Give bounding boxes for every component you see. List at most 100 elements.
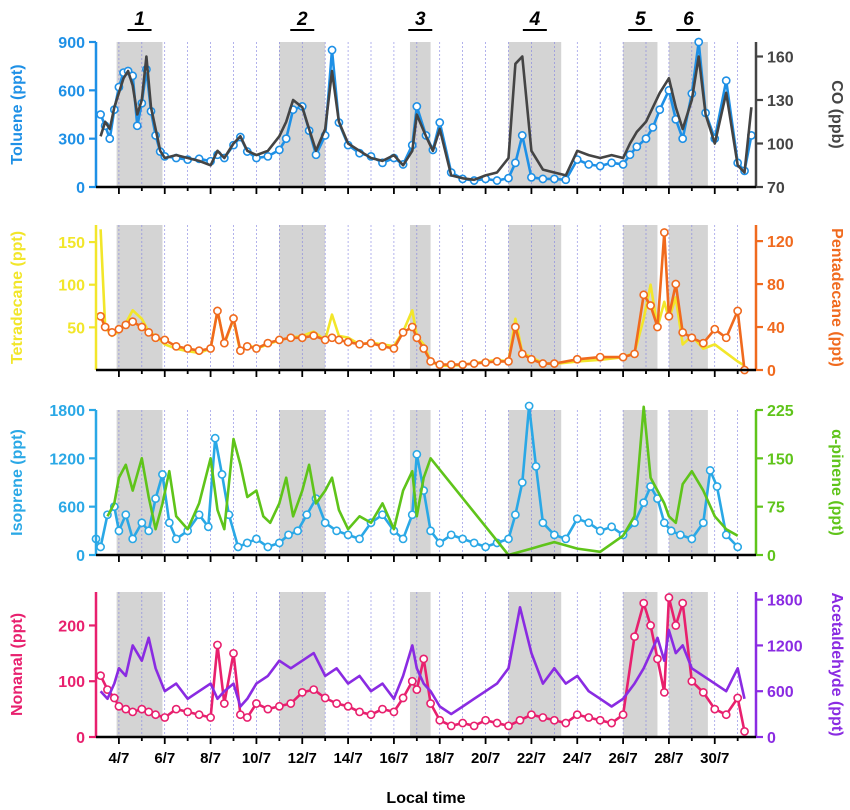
data-point (219, 699, 229, 708)
data-point (171, 704, 181, 714)
data-point (210, 433, 220, 443)
data-point (538, 359, 548, 368)
episode-label: 1 (134, 9, 145, 30)
data-point (549, 174, 559, 184)
data-point (302, 510, 312, 520)
data-point (284, 530, 293, 540)
left-tick-label: 200 (58, 618, 85, 635)
data-point (504, 173, 513, 183)
right-tick-label: 130 (767, 93, 794, 110)
left-tick-label: 1800 (49, 403, 85, 420)
data-point (675, 530, 685, 540)
data-point (183, 344, 193, 353)
data-point (678, 598, 688, 608)
right-tick-label: 100 (767, 137, 794, 154)
data-point (687, 534, 697, 544)
data-point (274, 145, 284, 155)
data-point (469, 721, 479, 731)
data-point (510, 158, 520, 168)
data-point (297, 687, 307, 697)
data-point (492, 176, 502, 185)
data-point (151, 710, 160, 720)
data-point (114, 526, 124, 536)
data-point (584, 160, 594, 169)
left-tick-label: 100 (58, 674, 85, 691)
x-tick-label: 10/7 (242, 750, 271, 767)
data-point (584, 518, 594, 528)
data-point (572, 354, 582, 364)
right-tick-label: 0 (767, 548, 776, 565)
data-point (343, 530, 353, 540)
left-tick-label: 150 (58, 235, 85, 252)
data-point (666, 526, 676, 536)
data-point (252, 699, 261, 708)
data-point (687, 333, 697, 343)
data-point (332, 526, 342, 536)
data-point (549, 715, 559, 725)
left-tick-label: 50 (67, 320, 85, 337)
data-point (327, 45, 337, 55)
left-axis-label: Isoprene (ppt) (9, 429, 26, 536)
right-axis-label: Pentadecane (ppt) (828, 228, 845, 367)
data-point (481, 358, 490, 367)
data-point (510, 322, 520, 332)
data-point (263, 704, 273, 714)
right-tick-label: 600 (767, 684, 794, 701)
data-point (458, 360, 468, 370)
data-point (412, 102, 422, 111)
data-point (355, 707, 364, 717)
data-point (389, 344, 399, 353)
episode-band (409, 410, 431, 555)
right-tick-label: 150 (767, 451, 794, 468)
data-point (698, 338, 708, 348)
data-point (171, 341, 181, 351)
episode-label: 6 (683, 9, 694, 30)
data-point (740, 727, 749, 736)
data-point (561, 175, 571, 185)
data-point (733, 306, 743, 316)
data-point (607, 158, 617, 168)
data-point (618, 710, 628, 720)
data-point (109, 693, 119, 703)
data-point (517, 349, 527, 359)
data-point (527, 172, 536, 182)
axes-layer: 0 300 600 900 70 100 130 160 Toluene (ppt) CO (pp… (9, 35, 845, 767)
series-line--pinene (106, 405, 739, 557)
data-point (398, 534, 408, 544)
data-point (160, 713, 170, 722)
data-point (343, 337, 353, 347)
episode-band (623, 42, 658, 187)
data-point (235, 346, 245, 356)
episode-band (668, 592, 708, 737)
data-point (309, 331, 319, 341)
data-point (639, 290, 649, 300)
data-point (435, 715, 445, 725)
data-point (398, 328, 408, 337)
data-point (595, 715, 605, 725)
x-tick-label: 26/7 (608, 750, 637, 767)
data-point (194, 346, 204, 356)
data-point (263, 151, 273, 161)
left-axis-label: Toluene (ppt) (9, 64, 26, 164)
x-tick-label: 28/7 (654, 750, 683, 767)
data-point (128, 707, 138, 717)
data-point (378, 341, 387, 351)
data-point (412, 333, 422, 343)
data-point (733, 542, 743, 552)
data-point (653, 322, 662, 332)
data-point (504, 721, 513, 731)
data-point (446, 360, 456, 370)
data-point (698, 518, 708, 528)
x-tick-label: 24/7 (563, 750, 592, 767)
data-point (481, 715, 490, 725)
data-point (659, 687, 669, 697)
data-point (630, 349, 639, 359)
data-point (515, 715, 525, 725)
x-tick-label: 22/7 (517, 750, 546, 767)
data-point (435, 118, 445, 127)
data-point (705, 466, 715, 475)
data-point (144, 526, 154, 536)
data-point (659, 228, 669, 237)
data-point (343, 701, 353, 711)
